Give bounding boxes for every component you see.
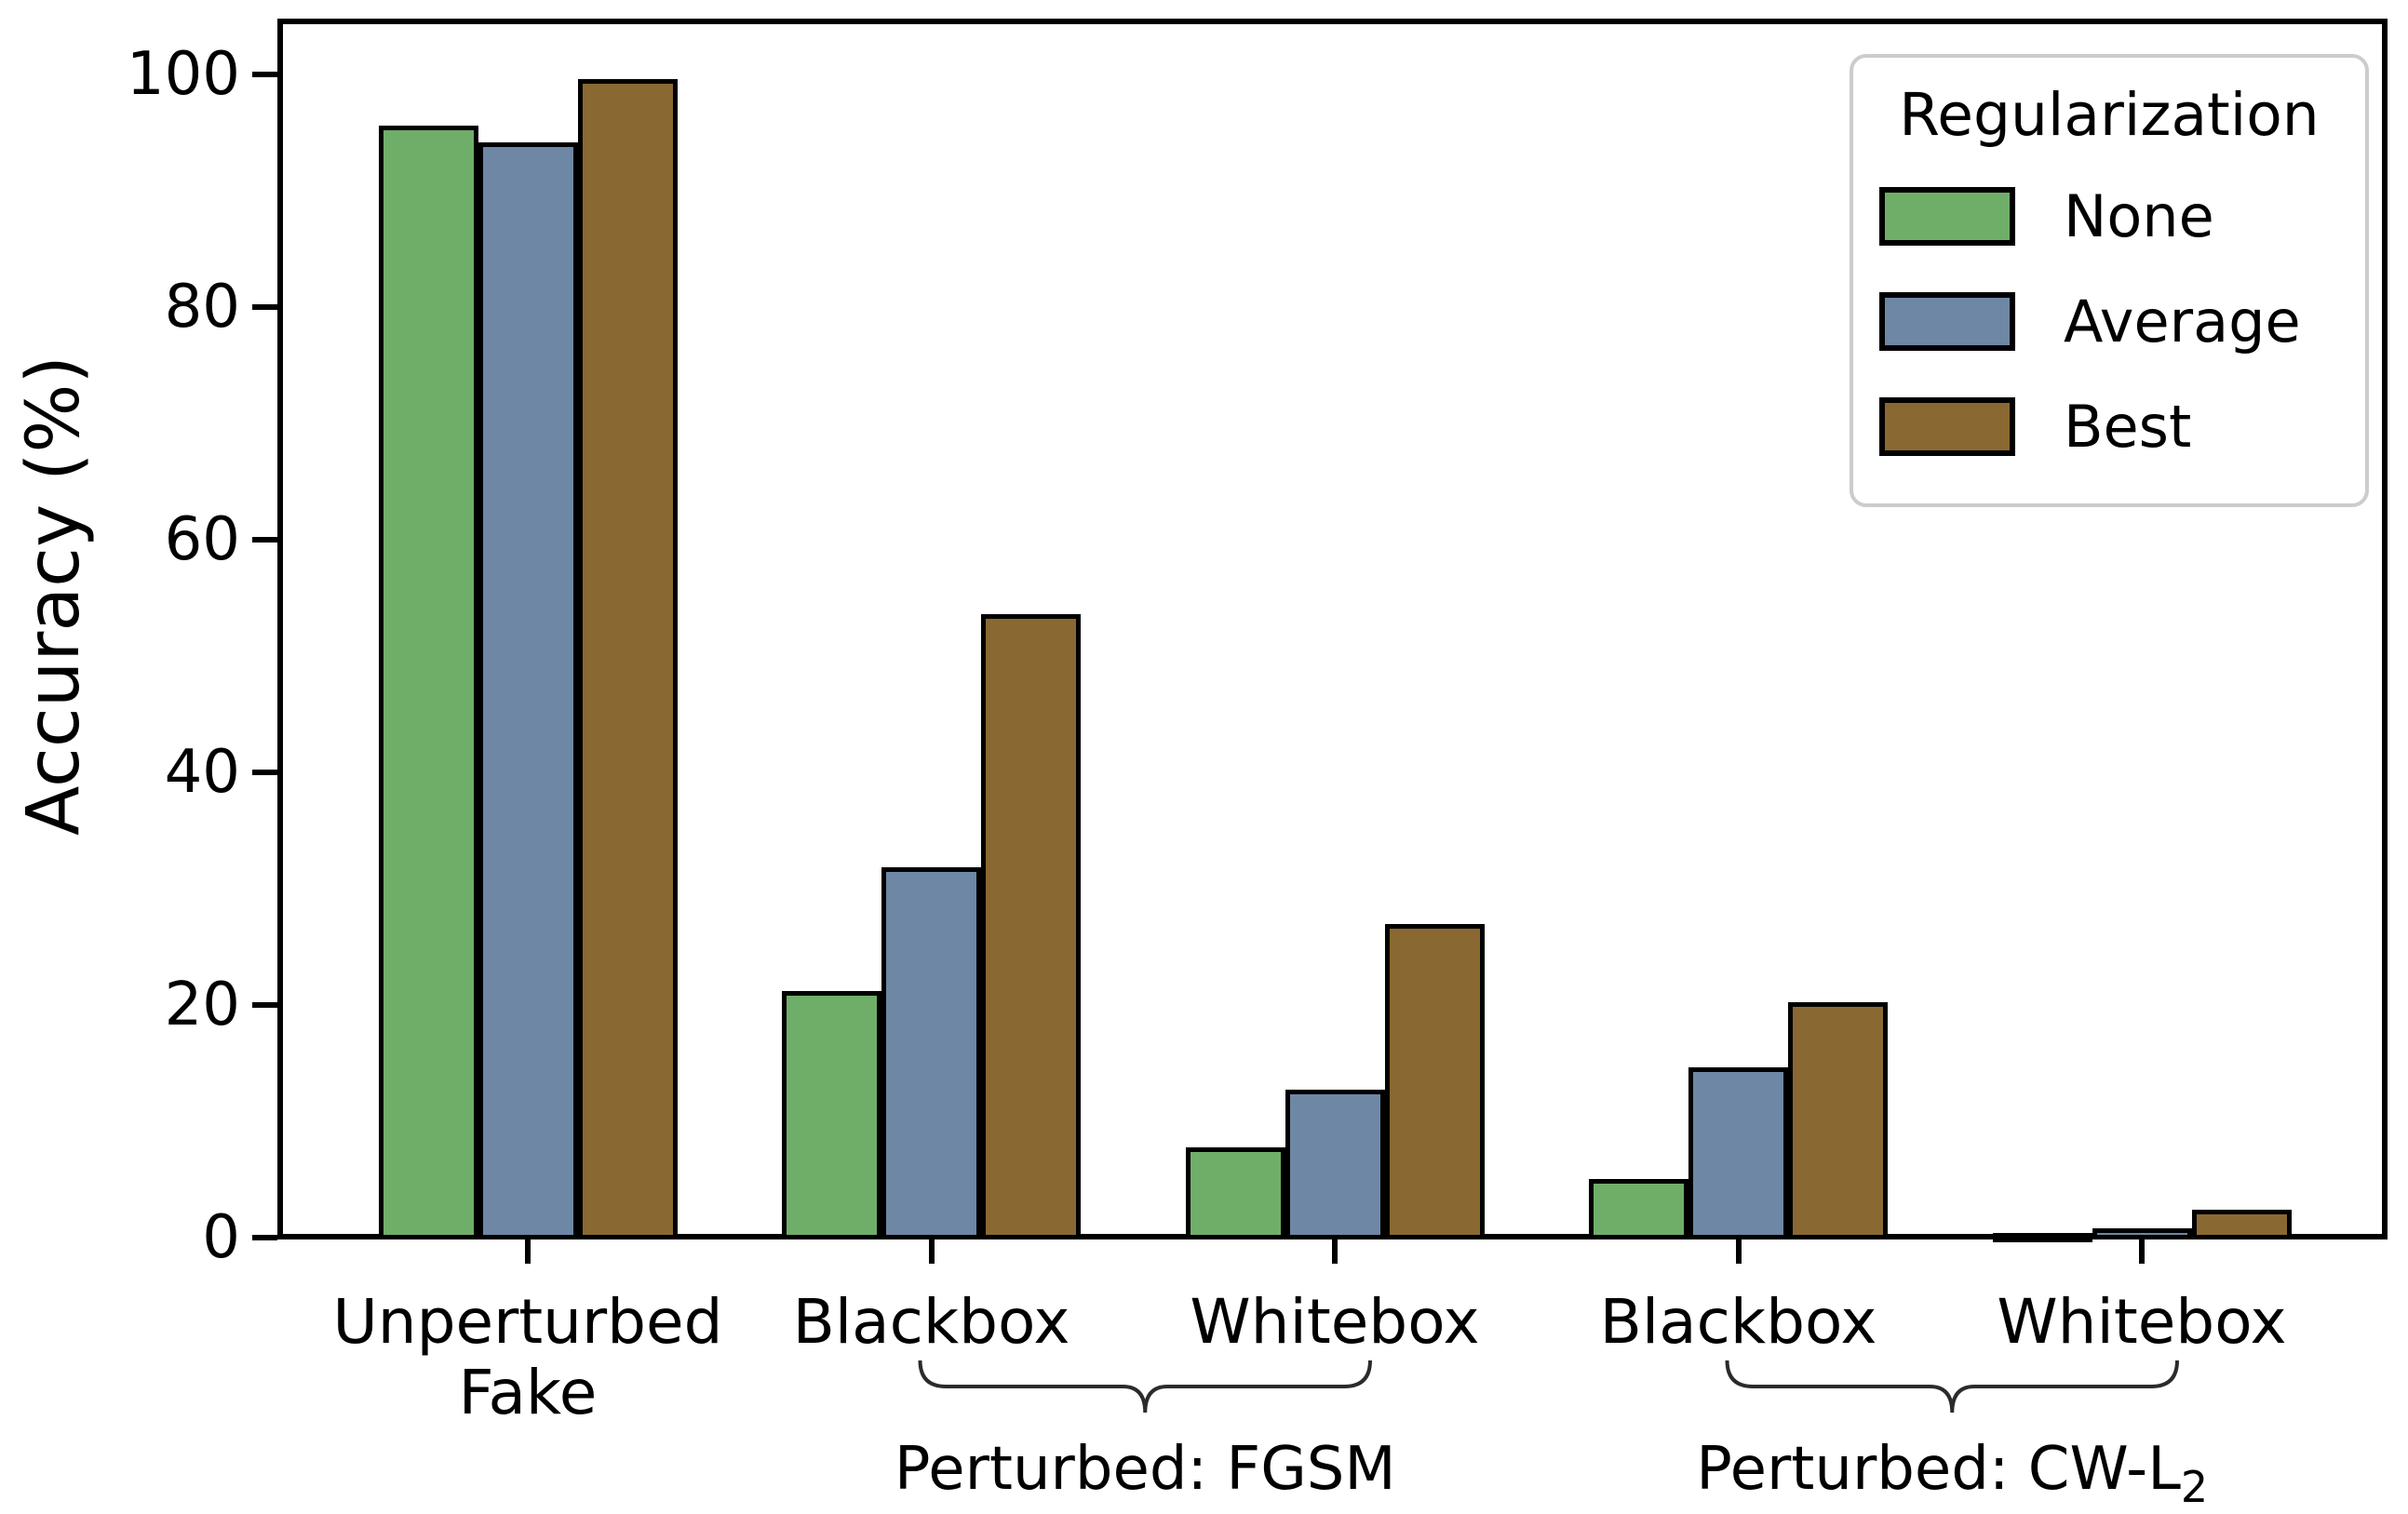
legend-title: Regularization bbox=[1899, 81, 2320, 149]
legend-label: Average bbox=[2064, 288, 2301, 355]
legend-label: Best bbox=[2064, 393, 2192, 461]
x-tick-mark bbox=[1332, 1239, 1338, 1264]
bar-none bbox=[1992, 1232, 2092, 1242]
y-tick-mark bbox=[252, 1002, 277, 1008]
bar-best bbox=[577, 78, 678, 1239]
legend-items: None Average Best bbox=[1879, 164, 2339, 479]
bar-best bbox=[1384, 924, 1485, 1239]
legend-swatch-none bbox=[1879, 187, 2015, 246]
bar-average bbox=[1285, 1089, 1385, 1239]
y-tick-label: 0 bbox=[202, 1203, 240, 1272]
bar-average bbox=[881, 867, 981, 1239]
bar-none bbox=[782, 990, 881, 1239]
y-tick-label: 60 bbox=[164, 505, 240, 574]
annotation-subscript: 2 bbox=[2180, 1462, 2209, 1512]
x-tick-label: Whitebox bbox=[1997, 1286, 2287, 1358]
y-tick-label: 20 bbox=[164, 971, 240, 1039]
x-tick-label: Whitebox bbox=[1190, 1286, 1480, 1358]
x-tick-label: Unperturbed Fake bbox=[332, 1286, 723, 1428]
legend-swatch-average bbox=[1879, 292, 2015, 351]
legend-swatch-best bbox=[1879, 397, 2015, 456]
brace bbox=[918, 1360, 1372, 1414]
x-tick-mark bbox=[525, 1239, 531, 1264]
bar-none bbox=[378, 125, 478, 1239]
legend-label: None bbox=[2064, 182, 2214, 250]
x-tick-label: Blackbox bbox=[1599, 1286, 1877, 1358]
legend-entry: Average bbox=[1879, 269, 2339, 374]
bar-average bbox=[2092, 1227, 2192, 1239]
bar-average bbox=[1688, 1067, 1788, 1239]
y-tick-label: 80 bbox=[164, 273, 240, 342]
bar-best bbox=[2191, 1209, 2292, 1239]
x-tick-mark bbox=[928, 1239, 935, 1264]
y-tick-mark bbox=[252, 72, 277, 77]
y-tick-mark bbox=[252, 1235, 277, 1240]
y-tick-mark bbox=[252, 537, 277, 543]
brace bbox=[1725, 1360, 2179, 1414]
x-tick-mark bbox=[1735, 1239, 1742, 1264]
legend: Regularization None Average Best bbox=[1850, 54, 2369, 507]
legend-entry: None bbox=[1879, 164, 2339, 269]
annotation-label: Perturbed: FGSM bbox=[773, 1435, 1517, 1504]
legend-entry: Best bbox=[1879, 374, 2339, 479]
annotation-text: Perturbed: CW-L bbox=[1696, 1435, 2181, 1504]
bar-none bbox=[1185, 1147, 1285, 1239]
y-tick-label: 40 bbox=[164, 738, 240, 807]
y-tick-mark bbox=[252, 770, 277, 775]
annotation-text: Perturbed: FGSM bbox=[894, 1435, 1396, 1504]
annotation-label: Perturbed: CW-L2 bbox=[1580, 1435, 2324, 1512]
bar-none bbox=[1589, 1179, 1688, 1239]
x-tick-label: Blackbox bbox=[792, 1286, 1070, 1358]
x-tick-mark bbox=[2139, 1239, 2145, 1264]
y-tick-mark bbox=[252, 304, 277, 310]
bar-best bbox=[981, 613, 1081, 1239]
y-tick-label: 100 bbox=[126, 40, 240, 109]
bar-average bbox=[478, 142, 578, 1239]
bar-best bbox=[1788, 1002, 1888, 1239]
